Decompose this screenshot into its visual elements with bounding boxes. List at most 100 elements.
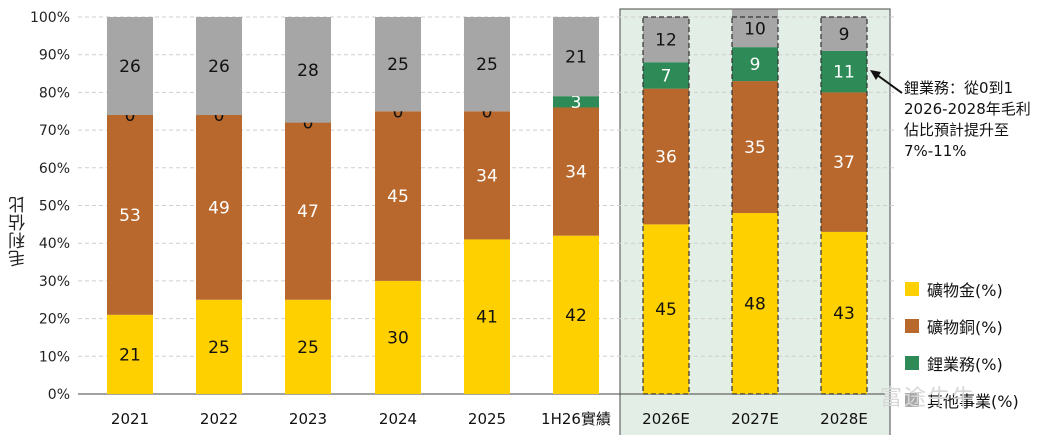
bar-segment — [732, 9, 778, 48]
bar-value-label: 45 — [387, 187, 409, 207]
bar-value-label: 0 — [393, 102, 404, 122]
forecast-bar-outline — [820, 16, 868, 395]
bar-value-label: 0 — [303, 114, 314, 134]
bar-value-label: 53 — [119, 206, 141, 226]
bar-segment — [643, 88, 689, 225]
y-tick-label: 0% — [48, 387, 70, 403]
bar-value-label: 47 — [297, 202, 319, 222]
bar-segment — [196, 17, 242, 116]
bar-value-label: 45 — [655, 300, 677, 320]
forecast-bar-outline — [642, 16, 690, 395]
bar-segment — [732, 213, 778, 394]
x-tick-label: 1H26實績 — [541, 410, 611, 428]
bar-segment — [643, 17, 689, 63]
bar-value-label: 48 — [744, 295, 766, 315]
y-tick-label: 80% — [39, 85, 70, 101]
bar-value-label: 42 — [565, 306, 587, 326]
bar-value-label: 43 — [833, 304, 855, 324]
x-tick-label: 2022 — [200, 410, 238, 428]
bar-value-label: 0 — [125, 106, 136, 126]
bar-segment — [732, 47, 778, 82]
bar-segment — [553, 17, 599, 97]
y-tick-label: 50% — [39, 199, 70, 215]
bar-value-label: 0 — [482, 102, 493, 122]
bar-segment — [375, 280, 421, 394]
bar-value-label: 7 — [661, 66, 672, 86]
bar-value-label: 12 — [655, 31, 677, 51]
y-tick-label: 40% — [39, 236, 70, 252]
bar-segment — [375, 17, 421, 112]
annotation-arrowhead — [870, 70, 881, 80]
legend-label: 其他事業(%) — [927, 391, 1019, 411]
bar-segment — [285, 122, 331, 300]
bar-segment — [821, 50, 867, 93]
legend-item-gold: 礦物金(%) — [905, 270, 1019, 307]
bar-value-label: 3 — [571, 93, 582, 113]
y-tick-label: 70% — [39, 123, 70, 139]
bar-segment — [732, 81, 778, 214]
legend-label: 礦物金(%) — [927, 280, 1003, 300]
x-tick-label: 2023 — [289, 410, 327, 428]
bar-segment — [285, 17, 331, 123]
legend-label: 礦物銅(%) — [927, 317, 1003, 337]
x-tick-label: 2025 — [468, 410, 506, 428]
bar-segment — [196, 115, 242, 300]
x-tick-label: 2026E — [642, 410, 690, 428]
x-tick-label: 2027E — [731, 410, 779, 428]
bar-value-label: 25 — [387, 55, 409, 75]
bar-segment — [107, 115, 153, 315]
legend-swatch — [905, 318, 919, 333]
bar-value-label: 49 — [208, 198, 230, 218]
bar-value-label: 11 — [833, 63, 855, 83]
forecast-bar-outline — [731, 16, 779, 395]
bar-value-label: 21 — [565, 48, 587, 68]
annotation-line: 佔比預計提升至 — [904, 121, 1010, 139]
bar-value-label: 34 — [565, 163, 587, 183]
bar-segment — [464, 239, 510, 394]
bar-value-label: 26 — [208, 57, 230, 77]
bar-value-label: 10 — [744, 19, 766, 39]
legend-item-copper: 礦物銅(%) — [905, 307, 1019, 344]
bar-value-label: 36 — [655, 147, 677, 167]
bar-value-label: 21 — [119, 345, 141, 365]
y-tick-label: 90% — [39, 48, 70, 64]
legend: 礦物金(%) 礦物銅(%) 鋰業務(%) 其他事業(%) — [905, 270, 1019, 418]
y-tick-label: 60% — [39, 161, 70, 177]
bar-value-label: 25 — [208, 338, 230, 358]
bar-segment — [821, 231, 867, 394]
bar-segment — [643, 62, 689, 89]
bar-value-label: 9 — [839, 25, 850, 45]
bar-segment — [643, 224, 689, 394]
y-tick-label: 100% — [30, 10, 70, 26]
bar-segment — [821, 92, 867, 232]
x-tick-label: 2021 — [111, 410, 149, 428]
bar-value-label: 0 — [214, 106, 225, 126]
bar-segment — [553, 96, 599, 108]
watermark: 富途牛牛 — [880, 386, 977, 411]
bar-value-label: 28 — [297, 61, 319, 81]
bar-value-label: 25 — [476, 55, 498, 75]
annotation-line: 2026-2028年毛利 — [904, 100, 1031, 118]
legend-item-lithium: 鋰業務(%) — [905, 344, 1019, 381]
bar-segment — [464, 111, 510, 240]
legend-swatch — [905, 392, 919, 407]
lithium-annotation: 鋰業務：從0到1 2026-2028年毛利 佔比預計提升至 7%-11% — [904, 78, 1046, 162]
legend-item-other: 其他事業(%) — [905, 381, 1019, 418]
y-tick-label: 10% — [39, 349, 70, 365]
legend-swatch — [905, 281, 919, 296]
bar-segment — [107, 314, 153, 394]
x-tick-label: 2028E — [820, 410, 868, 428]
bar-segment — [553, 235, 599, 394]
y-tick-label: 30% — [39, 274, 70, 290]
bar-value-label: 41 — [476, 308, 498, 328]
y-axis-label: 毛利佔比 — [9, 195, 29, 267]
annotation-line: 鋰業務：從0到1 — [904, 79, 1014, 97]
annotation-line: 7%-11% — [904, 142, 967, 160]
bar-value-label: 25 — [297, 338, 319, 358]
bar-segment — [196, 299, 242, 394]
bar-value-label: 37 — [833, 153, 855, 173]
bar-value-label: 34 — [476, 166, 498, 186]
legend-swatch — [905, 355, 919, 370]
bar-segment — [464, 17, 510, 112]
bar-segment — [285, 299, 331, 394]
